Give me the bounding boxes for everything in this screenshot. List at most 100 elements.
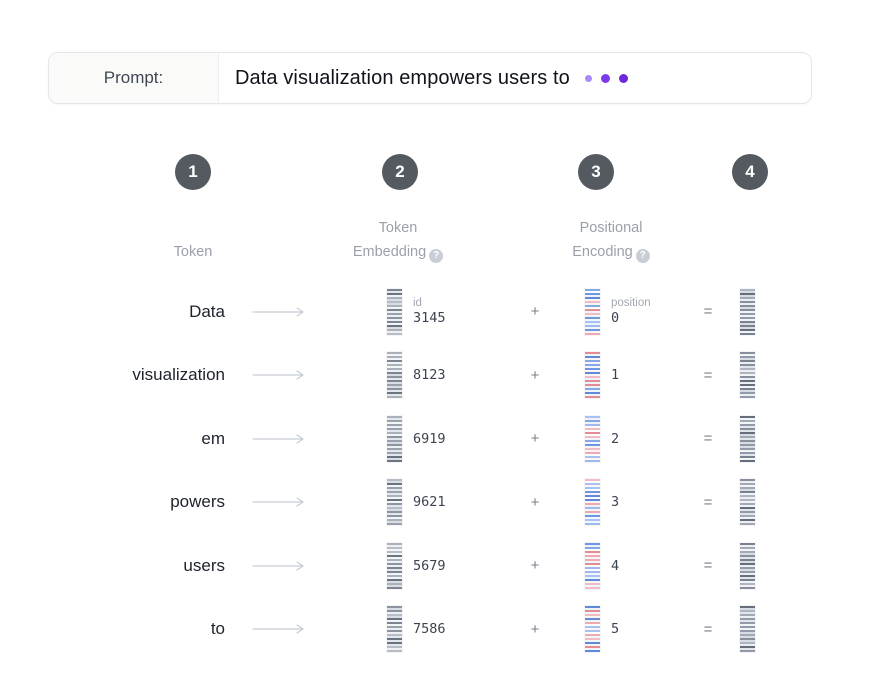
token-id-cell: id 6919 [403, 431, 525, 447]
token-id-value: 7586 [413, 621, 446, 638]
positional-encoding-cell [583, 605, 601, 654]
generating-ellipsis [584, 53, 628, 103]
spacer [718, 438, 738, 439]
positional-encoding-vector [583, 605, 601, 654]
token-row: Data id 3145 + position 0 = [85, 280, 756, 344]
spacer [545, 438, 583, 439]
plus-operator: + [530, 430, 540, 448]
combined-embedding-cell [738, 541, 756, 590]
equals-operator: = [703, 493, 713, 511]
positional-encoding-vector [583, 414, 601, 463]
token-text[interactable]: Data [189, 301, 225, 321]
position-cell: position 0 [601, 297, 698, 326]
position-value: 2 [611, 430, 620, 447]
prompt-input[interactable]: Data visualization empowers users to [235, 66, 570, 89]
positional-encoding-vector [583, 351, 601, 400]
spacer [718, 502, 738, 503]
combined-embedding-cell [738, 478, 756, 527]
plus-operator: + [530, 620, 540, 638]
token-id-cell: id 3145 [403, 297, 525, 326]
token-embedding-vector [385, 478, 403, 527]
position-cell: position 5 [601, 621, 698, 637]
token-embedding-vector [385, 414, 403, 463]
spacer [718, 375, 738, 376]
combined-embedding-vector [738, 287, 756, 336]
token-row: powers id 9621 + position 3 = [85, 471, 756, 535]
position-value: 4 [611, 557, 620, 574]
arrow-icon [230, 306, 385, 318]
prompt-label: Prompt: [49, 53, 219, 103]
spacer [545, 629, 583, 630]
position-cell: position 4 [601, 558, 698, 574]
position-value: 0 [611, 310, 620, 327]
position-label: position [611, 297, 651, 310]
arrow-icon [230, 560, 385, 572]
column-label-token: Token [173, 244, 213, 260]
token-text[interactable]: to [210, 619, 225, 639]
combined-embedding-vector [738, 351, 756, 400]
arrow-icon [230, 496, 385, 508]
positional-encoding-cell [583, 414, 601, 463]
step-2-badge: 2 [382, 154, 418, 190]
position-value: 3 [611, 494, 620, 511]
positional-encoding-vector [583, 541, 601, 590]
token-embedding-cell [385, 605, 403, 654]
label-line: Encoding [572, 244, 633, 260]
help-icon[interactable]: ? [635, 249, 650, 263]
step-4-badge: 4 [732, 154, 768, 190]
plus-operator: + [530, 303, 540, 321]
help-icon[interactable]: ? [429, 249, 444, 263]
prompt-bar: Prompt: Data visualization empowers user… [48, 52, 812, 104]
combined-embedding-vector [738, 541, 756, 590]
token-embedding-vector [385, 287, 403, 336]
token-text[interactable]: users [183, 555, 225, 575]
token-embedding-vector [385, 605, 403, 654]
combined-embedding-vector [738, 478, 756, 527]
token-embedding-cell [385, 287, 403, 336]
column-label-token-embedding: Token Embedding? [318, 216, 478, 264]
token-row: em id 6919 + position 2 = [85, 407, 756, 471]
combined-embedding-cell [738, 287, 756, 336]
positional-encoding-cell [583, 351, 601, 400]
position-cell: position 2 [601, 431, 698, 447]
step-1-badge: 1 [175, 154, 211, 190]
spacer [545, 375, 583, 376]
arrow-icon [230, 623, 385, 635]
column-label-positional-encoding: Positional Encoding? [531, 216, 691, 264]
token-embedding-vector [385, 541, 403, 590]
combined-embedding-cell [738, 414, 756, 463]
token-id-cell: id 5679 [403, 558, 525, 574]
spacer [718, 629, 738, 630]
positional-encoding-vector [583, 478, 601, 527]
combined-embedding-cell [738, 605, 756, 654]
token-embedding-cell [385, 351, 403, 400]
position-value: 1 [611, 367, 620, 384]
label-line: Positional [579, 220, 643, 236]
equals-operator: = [703, 366, 713, 384]
token-row: users id 5679 + position 4 = [85, 534, 756, 598]
position-cell: position 3 [601, 494, 698, 510]
combined-embedding-vector [738, 414, 756, 463]
positional-encoding-cell [583, 287, 601, 336]
spacer [545, 311, 583, 312]
positional-encoding-cell [583, 541, 601, 590]
token-id-value: 9621 [413, 494, 446, 511]
equals-operator: = [703, 620, 713, 638]
position-cell: position 1 [601, 367, 698, 383]
token-row: to id 7586 + position 5 = [85, 598, 756, 662]
token-embedding-cell [385, 541, 403, 590]
token-id-cell: id 9621 [403, 494, 525, 510]
equals-operator: = [703, 303, 713, 321]
token-text[interactable]: em [201, 428, 225, 448]
token-id-cell: id 8123 [403, 367, 525, 383]
label-line: Token [378, 220, 418, 236]
positional-encoding-vector [583, 287, 601, 336]
token-id-value: 8123 [413, 367, 446, 384]
id-label: id [413, 297, 422, 310]
token-embedding-cell [385, 414, 403, 463]
token-text[interactable]: visualization [132, 365, 225, 385]
ellipsis-dot-icon [584, 74, 592, 82]
token-text[interactable]: powers [170, 492, 225, 512]
token-id-cell: id 7586 [403, 621, 525, 637]
